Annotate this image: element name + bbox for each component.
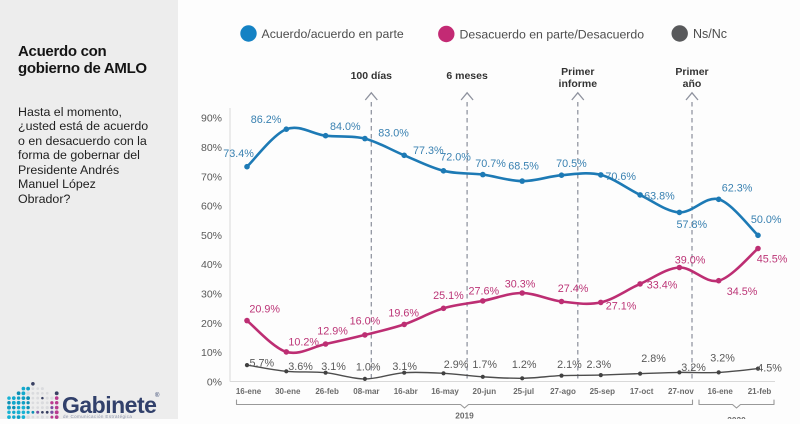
svg-text:62.3%: 62.3% — [722, 183, 753, 195]
svg-text:3.1%: 3.1% — [321, 361, 346, 373]
svg-text:1.0%: 1.0% — [356, 362, 381, 374]
svg-text:21-feb: 21-feb — [748, 387, 772, 396]
svg-text:Primer: Primer — [561, 66, 594, 78]
svg-text:10%: 10% — [201, 347, 222, 359]
svg-text:12.9%: 12.9% — [317, 326, 348, 338]
svg-text:08-mar: 08-mar — [353, 387, 379, 396]
svg-text:2019: 2019 — [455, 411, 474, 420]
svg-text:84.0%: 84.0% — [330, 121, 361, 133]
svg-text:27.4%: 27.4% — [558, 283, 589, 295]
svg-text:30%: 30% — [201, 289, 222, 301]
svg-text:año: año — [683, 78, 702, 90]
svg-text:Acuerdo/acuerdo en parte: Acuerdo/acuerdo en parte — [262, 27, 404, 41]
svg-text:50.0%: 50.0% — [751, 214, 782, 226]
svg-text:16-ene: 16-ene — [236, 387, 262, 396]
svg-text:19.6%: 19.6% — [388, 307, 419, 319]
svg-text:90%: 90% — [201, 113, 222, 125]
svg-text:Ns/Nc: Ns/Nc — [693, 27, 727, 41]
svg-text:33.4%: 33.4% — [647, 279, 678, 291]
svg-text:16.0%: 16.0% — [350, 316, 381, 328]
svg-text:informe: informe — [559, 78, 598, 90]
svg-text:63.8%: 63.8% — [644, 191, 675, 203]
svg-text:57.8%: 57.8% — [676, 219, 707, 231]
svg-text:1.7%: 1.7% — [472, 359, 497, 371]
svg-text:30-ene: 30-ene — [275, 387, 301, 396]
svg-text:20%: 20% — [201, 318, 222, 330]
svg-text:27-nov: 27-nov — [668, 387, 694, 396]
svg-text:Desacuerdo en parte/Desacuerdo: Desacuerdo en parte/Desacuerdo — [460, 28, 645, 42]
svg-text:25-sep: 25-sep — [590, 387, 615, 396]
svg-text:83.0%: 83.0% — [378, 128, 409, 140]
svg-text:1.2%: 1.2% — [512, 359, 537, 371]
svg-text:2.9%: 2.9% — [444, 359, 469, 371]
svg-text:27-ago: 27-ago — [550, 387, 576, 396]
svg-text:20-jun: 20-jun — [473, 387, 497, 396]
svg-text:16-ene: 16-ene — [708, 387, 734, 396]
svg-text:Primer: Primer — [675, 66, 708, 78]
svg-text:40%: 40% — [201, 259, 222, 271]
svg-text:16-may: 16-may — [431, 387, 459, 396]
svg-text:16-abr: 16-abr — [394, 387, 418, 396]
svg-text:2.3%: 2.3% — [586, 359, 611, 371]
svg-text:70.6%: 70.6% — [605, 171, 636, 183]
svg-text:2020: 2020 — [727, 415, 746, 419]
svg-text:25.1%: 25.1% — [433, 290, 464, 302]
svg-text:17-oct: 17-oct — [630, 387, 654, 396]
svg-text:3.2%: 3.2% — [710, 353, 735, 365]
svg-text:86.2%: 86.2% — [251, 114, 282, 126]
svg-text:68.5%: 68.5% — [508, 161, 539, 173]
svg-text:5.7%: 5.7% — [249, 357, 274, 369]
svg-text:10.2%: 10.2% — [288, 336, 319, 348]
svg-text:45.5%: 45.5% — [757, 253, 788, 265]
svg-text:3.2%: 3.2% — [681, 362, 706, 374]
svg-text:100 días: 100 días — [351, 70, 393, 82]
svg-text:30.3%: 30.3% — [505, 278, 536, 290]
svg-text:77.3%: 77.3% — [413, 145, 444, 157]
svg-text:60%: 60% — [201, 201, 222, 213]
svg-text:72.0%: 72.0% — [440, 152, 471, 164]
svg-text:34.5%: 34.5% — [727, 286, 758, 298]
svg-text:70.5%: 70.5% — [556, 158, 587, 170]
svg-text:27.1%: 27.1% — [606, 301, 637, 313]
svg-text:39.0%: 39.0% — [675, 255, 706, 267]
svg-text:70%: 70% — [201, 171, 222, 183]
svg-text:0%: 0% — [207, 376, 222, 388]
svg-text:4.5%: 4.5% — [757, 363, 782, 375]
svg-text:3.6%: 3.6% — [288, 361, 313, 373]
svg-text:70.7%: 70.7% — [475, 158, 506, 170]
svg-text:2.8%: 2.8% — [641, 353, 666, 365]
svg-text:2.1%: 2.1% — [557, 359, 582, 371]
svg-text:27.6%: 27.6% — [468, 285, 499, 297]
svg-text:6 meses: 6 meses — [446, 70, 488, 82]
svg-text:20.9%: 20.9% — [249, 304, 280, 316]
svg-text:73.4%: 73.4% — [223, 148, 254, 160]
svg-text:50%: 50% — [201, 230, 222, 242]
svg-text:80%: 80% — [201, 142, 222, 154]
svg-text:3.1%: 3.1% — [392, 361, 417, 373]
svg-text:26-feb: 26-feb — [315, 387, 339, 396]
svg-text:25-jul: 25-jul — [513, 387, 534, 396]
